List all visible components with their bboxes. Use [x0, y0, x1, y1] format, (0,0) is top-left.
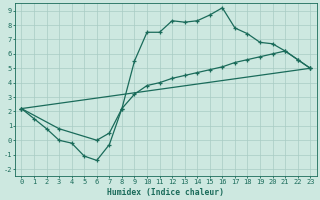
- X-axis label: Humidex (Indice chaleur): Humidex (Indice chaleur): [107, 188, 224, 197]
